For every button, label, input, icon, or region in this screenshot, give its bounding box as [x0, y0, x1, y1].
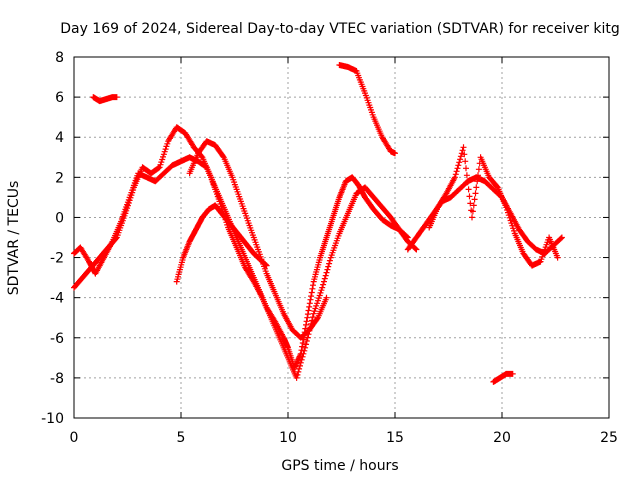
grid-lines — [74, 57, 609, 418]
x-tick-label: 5 — [177, 430, 186, 446]
y-tick-label: -2 — [50, 251, 64, 267]
x-tick-labels: 0 5 10 15 20 25 — [70, 430, 618, 446]
series-marks — [90, 94, 120, 105]
x-axis-label: GPS time / hours — [281, 458, 398, 474]
series-track-h — [426, 144, 561, 269]
series-marks — [71, 154, 411, 371]
plot-frame — [73, 56, 610, 419]
x-tick-label: 25 — [600, 430, 618, 446]
y-tick-label: 0 — [55, 210, 64, 226]
y-axis-label: SDTVAR / TECUs — [6, 181, 22, 296]
y-tick-label: 8 — [55, 50, 64, 66]
y-tick-label: -4 — [50, 291, 64, 307]
x-tick-label: 10 — [279, 430, 297, 446]
series-marks — [490, 370, 516, 385]
series-track-f — [90, 94, 120, 105]
series-track-a — [71, 154, 411, 371]
x-tick-label: 0 — [70, 430, 79, 446]
y-tick-label: 2 — [55, 170, 64, 186]
series-marks — [173, 202, 270, 285]
x-tick-label: 15 — [386, 430, 404, 446]
series-track-i — [490, 370, 516, 385]
series-track-c — [173, 202, 270, 285]
y-tick-label: 6 — [55, 90, 64, 106]
series-track-b — [71, 124, 420, 381]
data-series — [71, 62, 565, 385]
y-tick-labels: -10 -8 -6 -4 -2 0 2 4 6 8 — [41, 50, 64, 427]
y-tick-label: -8 — [50, 371, 64, 387]
x-tick-label: 20 — [493, 430, 511, 446]
chart-title: Day 169 of 2024, Sidereal Day-to-day VTE… — [60, 21, 620, 37]
y-tick-label: 4 — [55, 130, 64, 146]
series-marks — [186, 138, 330, 341]
series-marks — [426, 144, 561, 269]
series-track-g — [404, 174, 565, 257]
series-marks — [404, 174, 565, 257]
series-track-d — [186, 138, 330, 341]
y-tick-label: -6 — [50, 331, 64, 347]
y-tick-label: -10 — [41, 411, 64, 427]
series-marks — [71, 124, 420, 381]
series-track-e — [336, 62, 398, 157]
series-marks — [336, 62, 398, 157]
axis-ticks — [73, 56, 610, 419]
